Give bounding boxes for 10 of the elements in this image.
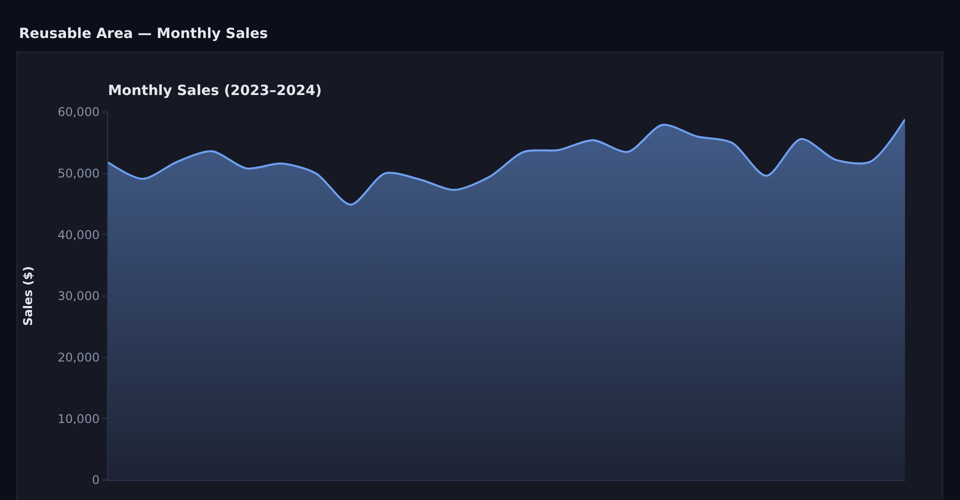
y-tick-label: 50,000 <box>58 166 100 181</box>
chart-subtitle: Reusable Area — Monthly Sales <box>19 26 268 42</box>
y-tick-label: 20,000 <box>58 350 100 365</box>
chart-title: Monthly Sales (2023–2024) <box>108 82 322 99</box>
y-tick-label: 40,000 <box>58 228 100 242</box>
y-tick-label: 10,000 <box>58 412 100 426</box>
y-tick-label: 60,000 <box>58 105 100 120</box>
y-axis-title: Sales ($) <box>20 266 35 326</box>
y-tick-label: 30,000 <box>58 289 100 304</box>
y-tick-label: 0 <box>92 473 100 488</box>
